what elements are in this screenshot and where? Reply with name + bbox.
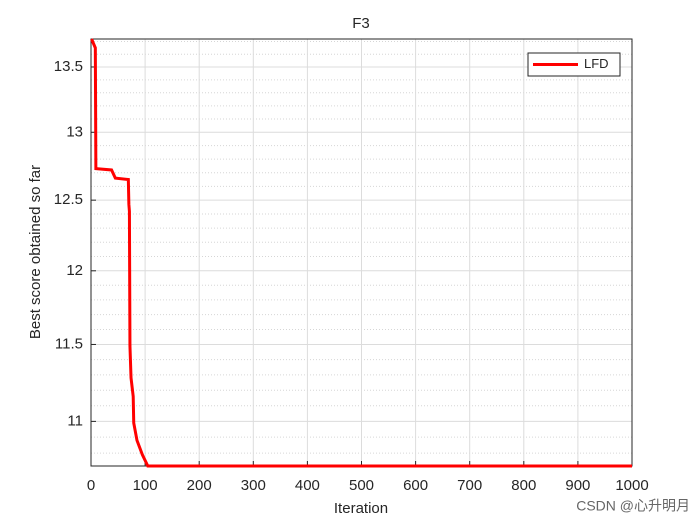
legend-label: LFD (584, 56, 609, 71)
x-tick-label: 1000 (615, 477, 648, 494)
x-tick-label: 600 (403, 477, 428, 494)
y-tick-label: 13.5 (54, 58, 83, 75)
x-tick-label: 700 (457, 477, 482, 494)
x-tick-label: 200 (187, 477, 212, 494)
x-tick-label: 800 (511, 477, 536, 494)
y-tick-label: 12.5 (54, 191, 83, 208)
x-tick-label: 900 (565, 477, 590, 494)
y-tick-label: 13 (66, 123, 83, 140)
line (90, 38, 632, 468)
y-tick-label: 11.5 (55, 335, 83, 352)
x-tick-label: 300 (241, 477, 266, 494)
x-tick-label: 0 (87, 477, 95, 494)
chart-title: F3 (352, 15, 370, 32)
x-tick-label: 100 (133, 477, 158, 494)
y-tick-label: 12 (66, 262, 83, 279)
x-tick-label: 400 (295, 477, 320, 494)
x-axis-label: Iteration (334, 500, 388, 517)
y-tick-label: 11 (67, 412, 83, 429)
y-axis-label: Best score obtained so far (27, 165, 44, 339)
watermark: CSDN @心升明月 (576, 498, 690, 514)
x-tick-label: 500 (349, 477, 374, 494)
